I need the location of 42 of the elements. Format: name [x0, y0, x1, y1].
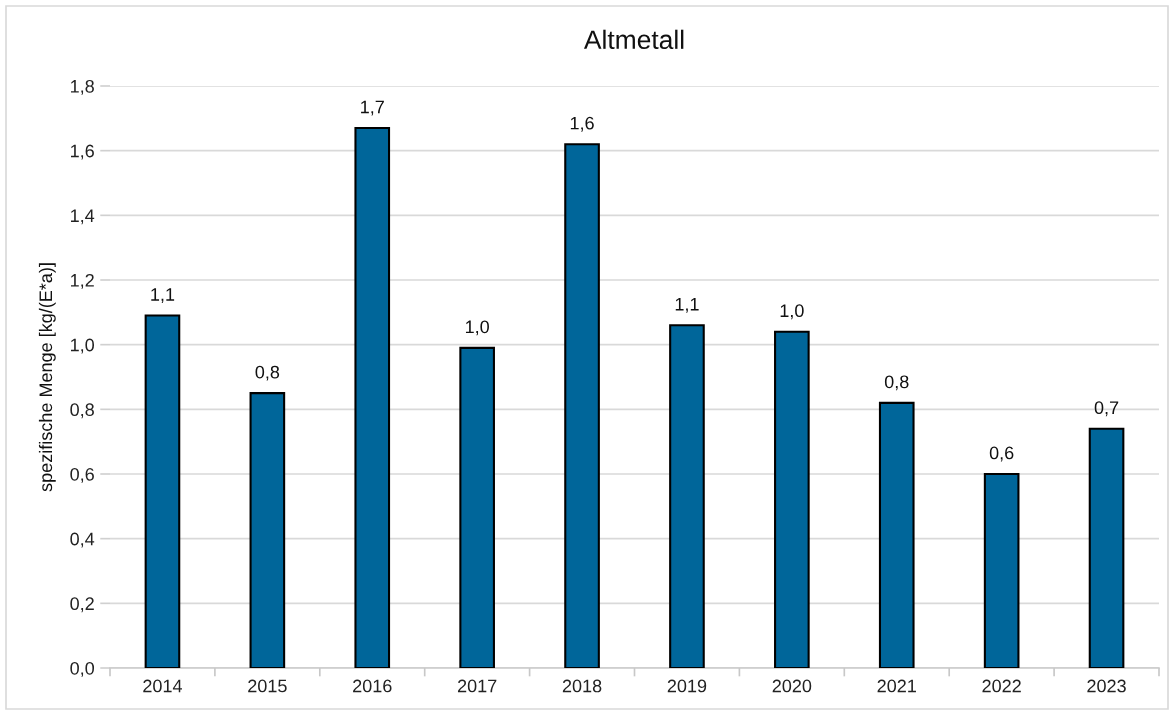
data-label: 0,7 — [1094, 401, 1119, 417]
x-tick-label: 2023 — [1087, 679, 1126, 693]
y-tick-label: 1,0 — [71, 338, 95, 354]
bar — [774, 330, 810, 668]
bar — [1088, 427, 1125, 668]
y-tick-label: 1,2 — [71, 273, 94, 289]
data-label: 1,0 — [465, 320, 489, 336]
y-axis-title: spezifische Menge [kg/(E*a)] — [38, 263, 56, 492]
bar — [564, 143, 600, 668]
data-label: 0,8 — [884, 375, 909, 391]
y-tick-label: 0,4 — [70, 532, 95, 548]
bar — [354, 126, 391, 668]
y-tick-label: 0,2 — [70, 597, 94, 613]
bar — [459, 346, 495, 668]
data-label: 1,1 — [151, 288, 175, 304]
x-tick-label: 2018 — [562, 679, 602, 693]
x-tick-label: 2022 — [982, 679, 1021, 693]
x-tick-label: 2016 — [353, 679, 392, 693]
data-label: 1,7 — [361, 100, 384, 116]
y-tick-label: 1,8 — [71, 79, 94, 95]
y-tick-label: 1,4 — [71, 209, 95, 225]
x-tick-label: 2019 — [667, 679, 707, 693]
bar — [144, 314, 181, 668]
bar — [249, 392, 286, 668]
chart-title: Altmetall — [583, 29, 684, 50]
y-tick-label: 0,8 — [70, 403, 94, 419]
x-tick-label: 2020 — [772, 679, 812, 693]
y-tick-label: 1,6 — [71, 144, 94, 160]
x-tick-label: 2021 — [877, 679, 916, 693]
bar — [669, 324, 705, 668]
data-label: 1,1 — [675, 297, 699, 313]
y-tick-label: 0,6 — [70, 467, 94, 483]
x-tick-label: 2015 — [248, 679, 287, 693]
data-label: 0,6 — [989, 446, 1014, 462]
x-tick-label: 2014 — [143, 679, 183, 693]
y-tick-label: 0,0 — [70, 661, 95, 677]
data-label: 1,6 — [570, 116, 594, 132]
data-label: 1,0 — [780, 304, 804, 320]
data-label: 0,8 — [255, 365, 280, 381]
bar — [983, 472, 1020, 668]
bar — [878, 401, 915, 668]
x-tick-label: 2017 — [457, 679, 497, 693]
